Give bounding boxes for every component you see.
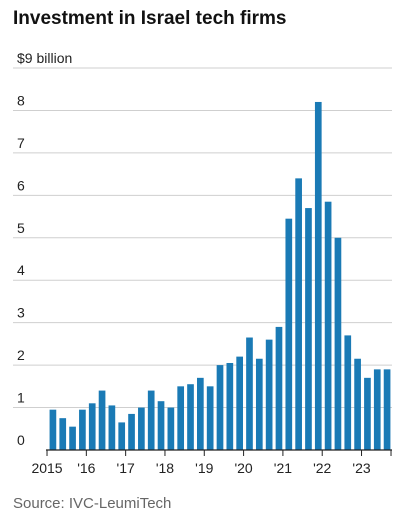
bar: 2015 Q1: 0.95 xyxy=(49,409,57,450)
x-tick-label: '17 xyxy=(117,460,135,476)
x-tick-label: '18 xyxy=(156,460,174,476)
bar: 2019 Q3: 2.05 xyxy=(226,362,234,450)
x-axis-ticks: 2015 '16 '17 '18 '19 '20 '21 '22 '23 xyxy=(31,450,392,476)
x-tick-label: '23 xyxy=(352,460,370,476)
x-tick-label: '16 xyxy=(77,460,95,476)
y-tick-label: 8 xyxy=(17,92,25,108)
bar: 2022 Q2: 5 xyxy=(334,237,342,450)
bar: 2015 Q2: 0.75 xyxy=(59,418,67,450)
bar: 2023 Q1: 1.7 xyxy=(364,377,371,450)
bar: 2017 Q1: 0.85 xyxy=(128,413,135,450)
source-note: Source: IVC-LeumiTech xyxy=(13,495,172,512)
bar: 2018 Q3: 1.55 xyxy=(187,384,194,450)
bar: 2016 Q2: 1.4 xyxy=(98,390,106,450)
bar: 2018 Q1: 1 xyxy=(167,407,175,450)
x-tick-label: '22 xyxy=(313,460,331,476)
bar: 2022 Q1: 5.85 xyxy=(324,201,332,450)
x-tick-label: '19 xyxy=(195,460,213,476)
y-tick-label: 4 xyxy=(17,262,25,278)
bar: 2016 Q4: 0.65 xyxy=(118,422,126,450)
bar: 2023 Q2: 1.9 xyxy=(373,369,381,450)
bar: 2018 Q2: 1.5 xyxy=(177,386,185,450)
x-tick-label: '20 xyxy=(234,460,252,476)
bar: 2020 Q1: 2.65 xyxy=(246,337,253,450)
bar: 2019 Q1: 1.5 xyxy=(206,386,214,450)
y-tick-label: 5 xyxy=(17,220,25,236)
bar: 2022 Q3: 2.7 xyxy=(344,335,352,450)
bar: 2022 Q4: 2.15 xyxy=(354,358,361,450)
y-axis-tick-labels: 0 1 2 3 4 5 6 7 8 $9 billion xyxy=(17,50,72,448)
y-tick-label: $9 billion xyxy=(17,50,72,66)
bar: 2021 Q2: 6.4 xyxy=(295,178,302,451)
y-tick-label: 1 xyxy=(17,390,25,406)
bar: 2020 Q3: 2.6 xyxy=(265,339,273,450)
x-tick-label: '21 xyxy=(274,460,292,476)
bar: 2019 Q4: 2.2 xyxy=(236,356,243,450)
chart-title: Investment in Israel tech firms xyxy=(13,8,287,29)
x-tick-label: 2015 xyxy=(31,460,62,476)
bar: 2017 Q4: 1.15 xyxy=(157,401,165,450)
bar: 2015 Q4: 0.95 xyxy=(79,409,86,450)
bar: 2019 Q2: 2 xyxy=(216,365,224,450)
bar: 2017 Q3: 1.4 xyxy=(147,390,155,450)
y-tick-label: 0 xyxy=(17,432,25,448)
bar: 2020 Q4: 2.9 xyxy=(275,326,283,450)
y-tick-label: 7 xyxy=(17,135,25,151)
bars: 2015 Q1: 0.952015 Q2: 0.752015 Q3: 0.552… xyxy=(49,101,391,451)
bar: 2021 Q4: 8.2 xyxy=(314,101,322,451)
bar: 2015 Q3: 0.55 xyxy=(69,426,76,450)
bar: 2023 Q3: 1.9 xyxy=(383,369,391,450)
bar: 2016 Q1: 1.1 xyxy=(88,403,96,450)
bar: 2021 Q3: 5.7 xyxy=(305,208,312,450)
bar: 2016 Q3: 1.05 xyxy=(108,405,116,450)
bar: 2021 Q1: 5.45 xyxy=(285,218,293,450)
y-tick-label: 3 xyxy=(17,305,25,321)
bar: 2020 Q2: 2.15 xyxy=(255,358,263,450)
y-tick-label: 2 xyxy=(17,347,25,363)
y-tick-label: 6 xyxy=(17,177,25,193)
bar: 2018 Q4: 1.7 xyxy=(197,377,204,450)
bar: 2017 Q2: 1 xyxy=(138,407,145,450)
